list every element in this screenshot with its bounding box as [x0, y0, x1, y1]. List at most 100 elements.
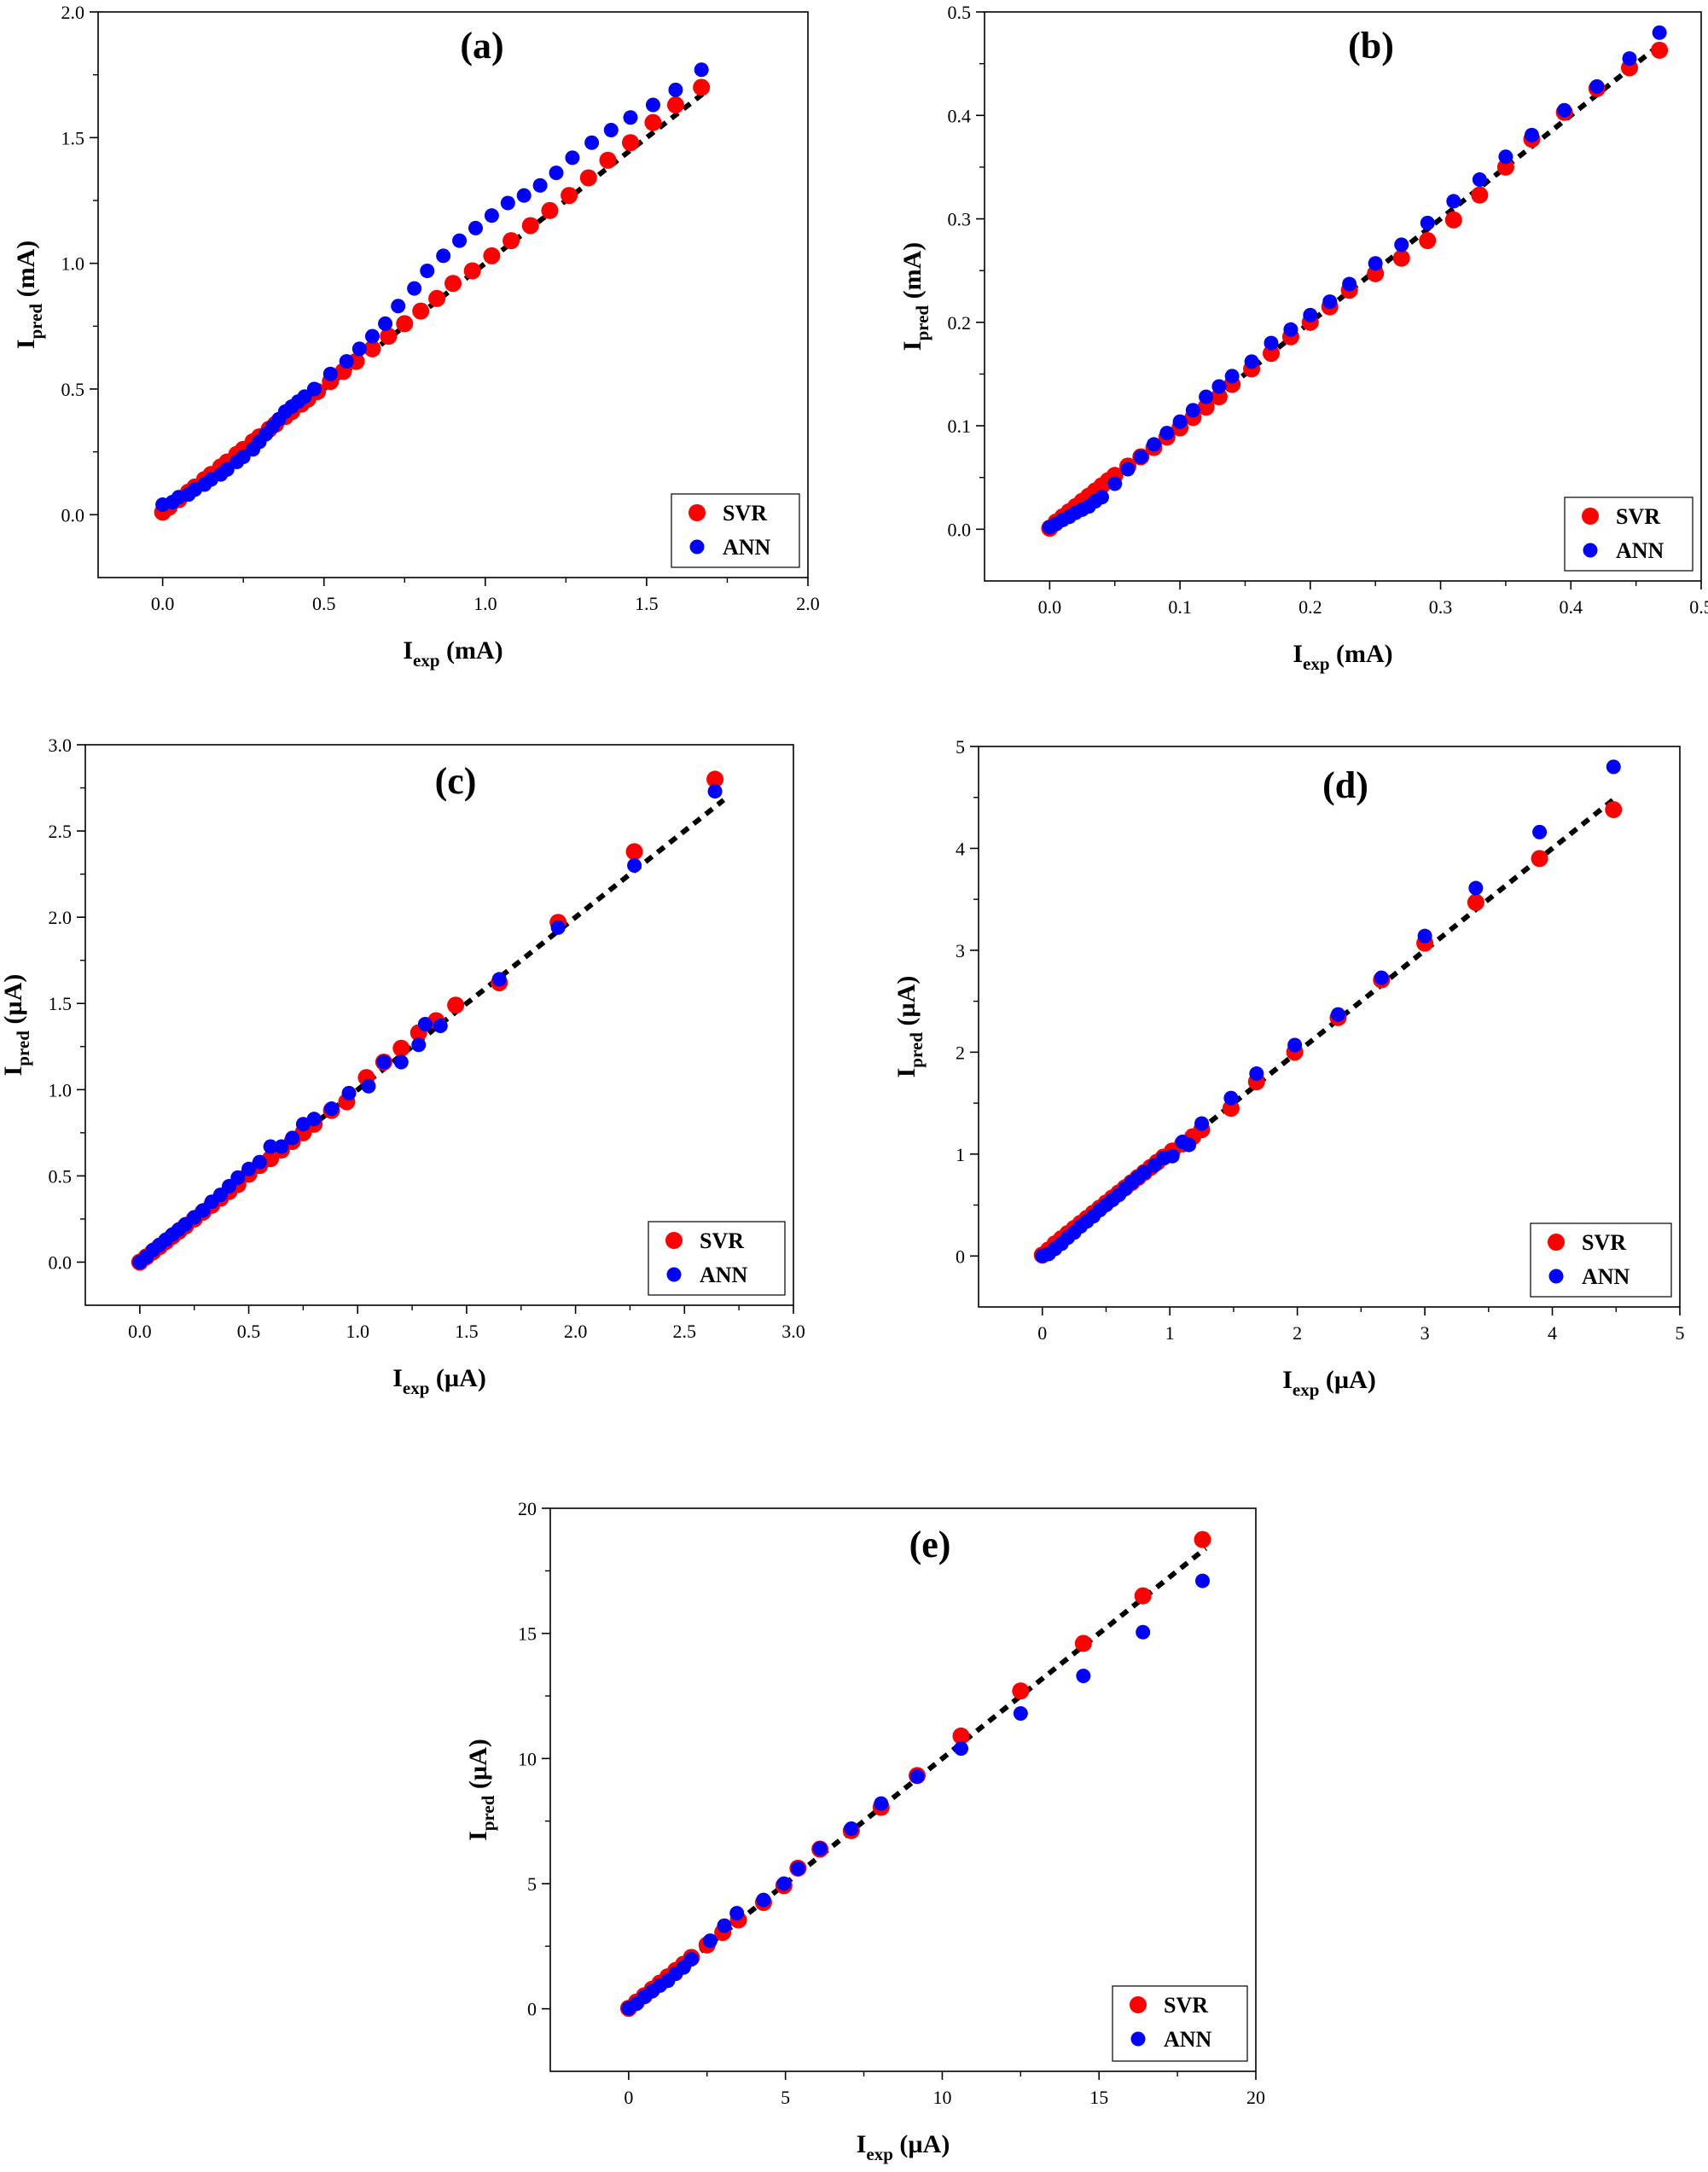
ann-point	[1557, 102, 1572, 118]
ann-point	[645, 97, 660, 113]
ann-point	[1249, 1066, 1264, 1081]
ann-point	[1468, 880, 1484, 896]
x-axis-label: Iexp (mA)	[403, 636, 503, 671]
y-axis-label: Ipred (mA)	[12, 241, 46, 349]
svr-point	[1210, 388, 1228, 406]
chart-panel-c: 0.0 0.5 1.0 1.5 2.0 2.5 3.0 0.0 0.5 1.0 1.5 2.0 2.5 3…	[0, 735, 805, 1398]
x-tick-label: 2.0	[796, 593, 820, 614]
y-tick-label: 10	[518, 1748, 537, 1769]
ann-point	[1076, 1669, 1091, 1684]
ann-point	[252, 1154, 267, 1170]
svr-point	[503, 232, 520, 250]
svr-point	[1367, 264, 1385, 282]
y-axis-label: Ipred (µA)	[464, 1739, 498, 1841]
ann-point	[627, 858, 642, 874]
y-tick-label: 0.0	[61, 504, 85, 526]
svr-point	[1496, 158, 1514, 176]
svr-point	[1605, 801, 1623, 819]
svr-point	[561, 187, 578, 205]
ann-point	[1420, 215, 1435, 230]
y-tick-label: 0	[956, 1246, 965, 1267]
ann-point	[491, 972, 507, 987]
y-tick-label: 4	[956, 838, 965, 859]
y-tick-label: 5	[527, 1873, 537, 1895]
ann-point	[516, 188, 532, 203]
ann-point	[433, 1019, 448, 1034]
x-tick-label: 2	[1293, 1322, 1302, 1344]
x-tick-label: 15	[1089, 2087, 1108, 2108]
ann-point	[702, 1933, 717, 1948]
ann-point	[694, 62, 709, 78]
ann-point	[452, 233, 468, 248]
svr-point	[392, 1039, 410, 1057]
ann-point	[1330, 1007, 1345, 1022]
ann-legend-marker	[689, 539, 705, 555]
ann-point	[1224, 369, 1240, 384]
x-tick-label: 2.0	[564, 1321, 588, 1342]
y-tick-label: 0.4	[948, 105, 972, 126]
y-tick-label: 5	[956, 736, 965, 758]
svr-point	[363, 340, 381, 357]
ann-legend-label: ANN	[1616, 538, 1664, 563]
svr-legend-marker	[1582, 508, 1599, 525]
ann-point	[1094, 490, 1109, 505]
ann-point	[1446, 194, 1461, 209]
plot-frame	[84, 744, 794, 1306]
plot-frame	[549, 1507, 1257, 2072]
ann-point	[1589, 78, 1605, 94]
ann-point	[1194, 1116, 1210, 1131]
svr-point	[1651, 41, 1669, 59]
svr-point	[1531, 850, 1548, 868]
y-tick-label: 0.0	[948, 519, 972, 540]
svr-point	[1444, 211, 1462, 229]
svr-point	[952, 1727, 970, 1745]
y-tick-label: 2.5	[49, 821, 73, 842]
y-tick-label: 1	[956, 1144, 965, 1165]
y-tick-label: 0.5	[49, 1165, 73, 1187]
svr-point	[693, 78, 711, 96]
ann-point	[306, 1112, 322, 1127]
panel-label: (a)	[460, 25, 503, 67]
y-tick-label: 0.3	[948, 209, 972, 230]
x-tick-label: 5	[781, 2087, 790, 2108]
ann-point	[909, 1768, 925, 1784]
plot-frame	[97, 11, 809, 578]
ann-point	[1223, 1090, 1239, 1106]
ann-point	[1195, 1573, 1211, 1588]
svr-point	[579, 169, 597, 187]
ann-point	[1342, 276, 1357, 292]
y-tick-label: 1.5	[61, 127, 85, 148]
ann-point	[729, 1906, 745, 1921]
panel-label: (b)	[1348, 25, 1394, 67]
ann-point	[1264, 335, 1279, 351]
ann-point	[874, 1796, 889, 1811]
ann-point	[1417, 928, 1432, 944]
ann-point	[953, 1741, 968, 1757]
svr-point	[1419, 232, 1437, 250]
svr-point	[412, 302, 430, 320]
ann-point	[324, 1101, 340, 1117]
x-tick-label: 0.0	[128, 1321, 152, 1342]
ann-point	[1532, 824, 1548, 839]
ann-point	[263, 1139, 278, 1154]
ann-legend-marker	[1548, 1269, 1564, 1284]
svr-legend-label: SVR	[1616, 504, 1660, 529]
x-tick-label: 10	[932, 2087, 951, 2108]
ann-point	[668, 82, 683, 97]
y-axis-label: Ipred (µA)	[0, 974, 33, 1077]
ann-legend-label: ANN	[700, 1263, 748, 1287]
y-tick-label: 3.0	[49, 735, 73, 756]
ann-point	[717, 1918, 732, 1933]
svr-point	[1074, 1635, 1092, 1652]
ann-legend-label: ANN	[1582, 1264, 1630, 1289]
svr-point	[396, 315, 414, 333]
svr-point	[666, 96, 684, 114]
x-tick-label: 0.5	[312, 593, 336, 614]
svr-point	[1197, 398, 1215, 416]
ann-point	[812, 1841, 828, 1856]
ann-point	[707, 784, 723, 799]
x-tick-label: 1.0	[473, 593, 497, 614]
svr-legend-marker	[665, 1232, 683, 1249]
y-tick-label: 0.5	[948, 2, 972, 23]
